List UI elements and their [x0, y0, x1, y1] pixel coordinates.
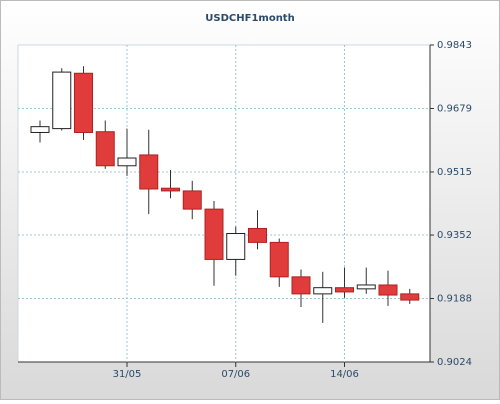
y-tick-label: 0.9352: [437, 230, 472, 241]
candle-body: [378, 284, 398, 296]
candle-body: [182, 190, 202, 210]
x-tick-label: 14/06: [330, 369, 359, 380]
candle-body: [291, 276, 311, 295]
candle-body: [400, 293, 420, 301]
candle-body: [335, 287, 354, 293]
y-tick-label: 0.9843: [437, 40, 472, 51]
chart-title: USDCHF1month: [205, 13, 294, 24]
candle-body: [204, 208, 224, 260]
candle-body: [248, 227, 267, 243]
candle-body: [139, 154, 159, 190]
x-tick-label: 07/06: [221, 369, 250, 380]
candle-body: [161, 187, 180, 192]
candle-body: [52, 71, 72, 130]
candle-body: [95, 131, 115, 167]
y-tick-label: 0.9679: [437, 103, 472, 114]
candle-body: [30, 126, 50, 133]
candle-body: [226, 232, 246, 260]
candle-body: [269, 241, 289, 278]
candle-body: [313, 287, 333, 295]
y-tick-label: 0.9188: [437, 294, 472, 305]
candle-body: [356, 284, 376, 290]
y-tick-label: 0.9024: [437, 357, 472, 368]
candle-body: [74, 72, 93, 133]
candle-body: [117, 157, 137, 167]
x-tick-label: 31/05: [113, 369, 142, 380]
y-tick-label: 0.9515: [437, 167, 472, 178]
